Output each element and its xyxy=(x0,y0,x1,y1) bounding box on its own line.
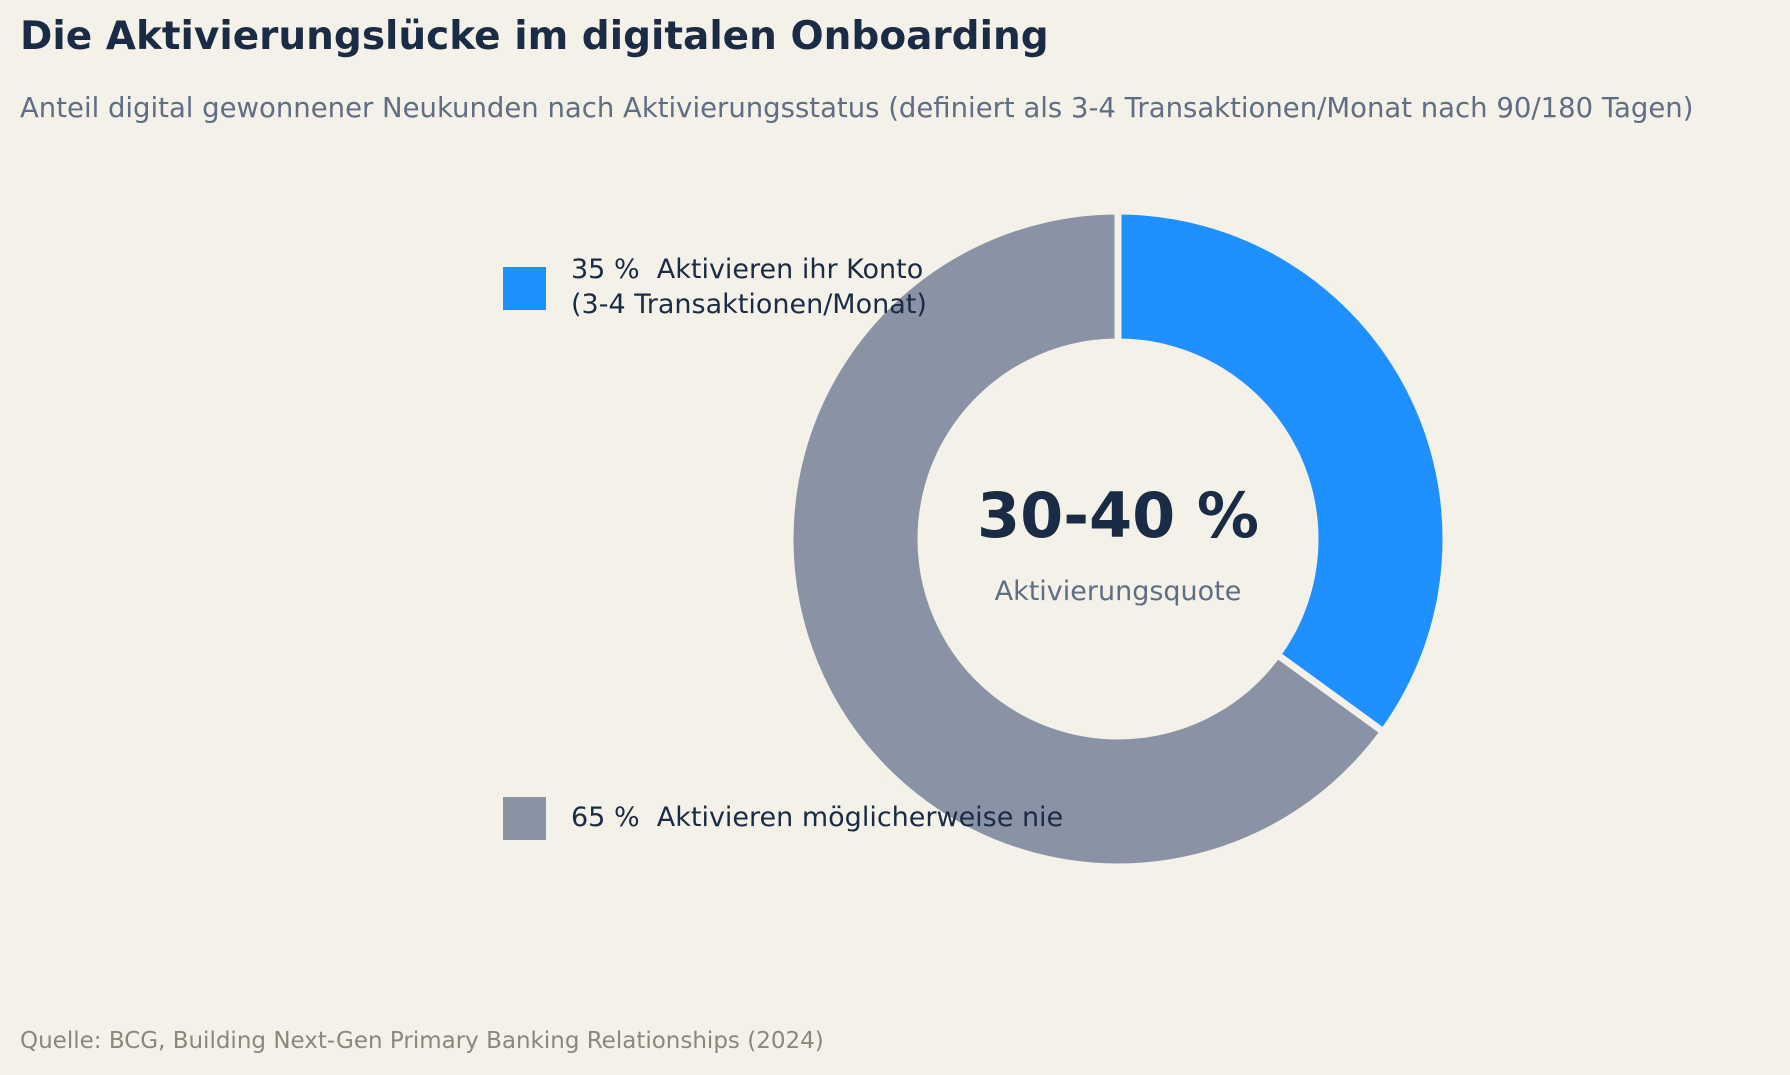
chart-title: Die Aktivierungslücke im digitalen Onboa… xyxy=(20,14,1049,59)
donut-slice-2 xyxy=(786,207,1389,871)
donut-slices xyxy=(786,207,1450,871)
legend-label-1-line-1: 35 % Aktivieren ihr Konto xyxy=(571,254,923,285)
legend: 35 % Aktivieren ihr Konto (3-4 Transaktio… xyxy=(503,254,1063,840)
center-label: Aktivierungsquote xyxy=(995,576,1242,607)
legend-swatch-2 xyxy=(503,797,546,840)
legend-label-1-line-2: (3-4 Transaktionen/Monat) xyxy=(571,289,927,320)
source-note: Quelle: BCG, Building Next-Gen Primary B… xyxy=(20,1028,824,1054)
center-value: 30-40 % xyxy=(977,479,1259,552)
legend-label-2-line-1: 65 % Aktivieren möglicherweise nie xyxy=(571,802,1063,833)
legend-swatch-1 xyxy=(503,267,546,310)
chart-subtitle: Anteil digital gewonnener Neukunden nach… xyxy=(20,92,1694,124)
donut-slice-1 xyxy=(1114,207,1450,737)
